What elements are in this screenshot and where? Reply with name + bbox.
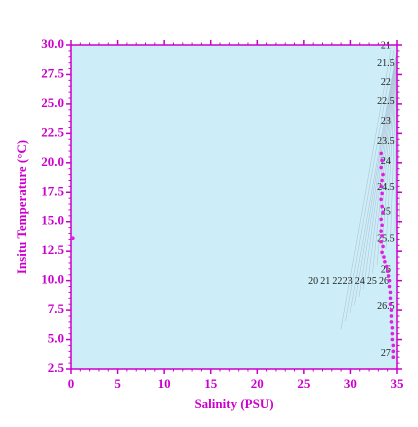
contour-label: 24 — [355, 276, 365, 287]
y-tick-label: 7.5 — [48, 301, 65, 316]
data-point — [390, 331, 395, 336]
contour-label: 22 — [332, 276, 342, 287]
contour-line — [345, 49, 395, 322]
contour-label: 26.5 — [377, 301, 395, 312]
plot-frame — [70, 44, 398, 370]
y-tick-label: 22.5 — [41, 124, 64, 139]
contour-label: 23 — [343, 276, 353, 287]
data-point — [390, 337, 395, 342]
contour-label: 24 — [381, 156, 391, 167]
data-point — [383, 259, 387, 264]
x-tick-label: 0 — [68, 376, 75, 391]
contour-label: 26 — [379, 276, 389, 287]
data-point — [379, 239, 383, 244]
x-axis-label: Salinity (PSU) — [194, 396, 273, 411]
y-tick-label: 30.0 — [41, 36, 64, 51]
y-tick-label: 10.0 — [41, 272, 64, 287]
data-point — [380, 223, 384, 228]
data-point — [379, 217, 383, 222]
contour-label: 21 — [381, 40, 391, 51]
data-point — [384, 264, 389, 269]
contour-line — [381, 49, 398, 258]
y-tick-label: 17.5 — [41, 183, 64, 198]
contour-line — [376, 49, 398, 266]
plot-area — [71, 45, 397, 369]
y-tick-label: 27.5 — [41, 65, 64, 80]
contour-label: 22 — [381, 77, 391, 88]
y-axis-label: Insitu Temperature (°C) — [14, 140, 29, 274]
y-tick-label: 5.0 — [48, 331, 64, 346]
data-point — [379, 184, 383, 189]
data-point — [379, 165, 383, 170]
contour-line — [340, 49, 392, 330]
data-point — [380, 234, 384, 238]
data-point — [387, 278, 392, 283]
y-tick-label: 25.0 — [41, 95, 64, 110]
contour-label: 26 — [381, 264, 391, 275]
contour-label: 20 — [308, 276, 318, 287]
data-point — [391, 343, 396, 348]
data-point — [388, 302, 393, 307]
data-point — [71, 236, 75, 241]
data-point — [390, 325, 395, 330]
data-point — [380, 158, 384, 163]
x-tick-label: 35 — [391, 376, 405, 391]
y-tick-label: 20.0 — [41, 154, 64, 169]
y-tick-label: 15.0 — [41, 213, 64, 228]
contour-label: 24.5 — [377, 182, 395, 193]
data-point — [381, 244, 385, 249]
data-point — [379, 197, 383, 202]
contour-line — [358, 49, 398, 298]
data-point — [380, 204, 384, 209]
data-point — [382, 255, 386, 259]
contour-line — [385, 49, 398, 250]
data-point — [388, 296, 393, 301]
y-tick-label: 12.5 — [41, 242, 64, 257]
x-tick-label: 30 — [344, 376, 357, 391]
x-tick-label: 15 — [204, 376, 218, 391]
data-point — [391, 349, 396, 354]
data-point — [380, 250, 384, 255]
data-point — [381, 172, 385, 177]
contour-line — [390, 49, 398, 242]
contour-label: 22.5 — [377, 96, 395, 107]
contour-line — [372, 49, 398, 274]
contour-label: 27 — [381, 348, 391, 359]
data-point — [389, 308, 394, 312]
contour-line — [354, 49, 398, 306]
data-point — [387, 284, 392, 289]
contour-label: 25 — [367, 276, 377, 287]
x-tick-label: 10 — [158, 376, 171, 391]
data-point — [389, 314, 394, 318]
x-tick-label: 20 — [251, 376, 264, 391]
contour-label: 23.5 — [377, 136, 395, 147]
contour-label: 21 — [320, 276, 330, 287]
data-point — [385, 269, 390, 274]
x-tick-label: 5 — [114, 376, 121, 391]
contour-label: 25.5 — [377, 234, 395, 245]
x-tick-label: 25 — [297, 376, 311, 391]
contour-label: 21.5 — [377, 58, 395, 69]
data-point — [391, 355, 396, 360]
data-point — [380, 191, 384, 196]
data-point — [388, 290, 393, 295]
contour-line — [349, 49, 398, 314]
contour-label: 23 — [381, 116, 391, 127]
contour-line — [367, 49, 398, 282]
data-point — [386, 274, 391, 278]
contour-label: 25 — [381, 207, 391, 218]
contour-line — [363, 49, 398, 290]
y-tick-label: 2.5 — [48, 360, 65, 375]
data-point — [380, 178, 384, 183]
data-point — [379, 229, 383, 233]
data-point — [381, 210, 385, 215]
data-point — [389, 320, 394, 324]
data-point — [379, 151, 383, 156]
